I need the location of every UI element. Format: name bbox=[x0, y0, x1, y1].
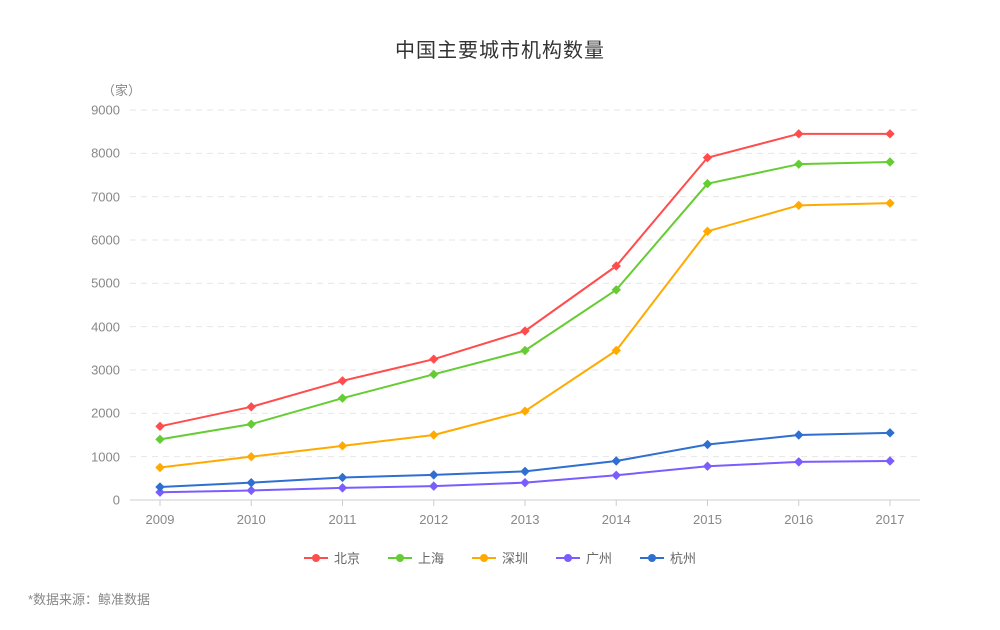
x-tick-label: 2010 bbox=[237, 500, 266, 527]
series-marker-beijing bbox=[795, 130, 803, 138]
y-tick-label: 9000 bbox=[91, 103, 130, 118]
legend-label: 上海 bbox=[418, 548, 444, 567]
series-marker-hangzhou bbox=[430, 471, 438, 479]
series-marker-hangzhou bbox=[886, 429, 894, 437]
series-marker-shenzhen bbox=[795, 201, 803, 209]
y-tick-label: 1000 bbox=[91, 449, 130, 464]
x-tick-label: 2016 bbox=[784, 500, 813, 527]
series-marker-guangzhou bbox=[430, 482, 438, 490]
series-marker-shenzhen bbox=[430, 431, 438, 439]
legend-label: 广州 bbox=[586, 548, 612, 567]
y-tick-label: 8000 bbox=[91, 146, 130, 161]
series-marker-hangzhou bbox=[612, 457, 620, 465]
series-marker-beijing bbox=[156, 422, 164, 430]
series-marker-guangzhou bbox=[704, 462, 712, 470]
series-line-shanghai bbox=[160, 162, 890, 439]
legend-swatch-icon bbox=[640, 553, 664, 563]
y-tick-label: 4000 bbox=[91, 319, 130, 334]
y-tick-label: 3000 bbox=[91, 363, 130, 378]
series-marker-shanghai bbox=[886, 158, 894, 166]
series-marker-beijing bbox=[430, 355, 438, 363]
legend-swatch-icon bbox=[304, 553, 328, 563]
x-tick-label: 2017 bbox=[876, 500, 905, 527]
series-marker-shanghai bbox=[430, 370, 438, 378]
series-marker-beijing bbox=[886, 130, 894, 138]
y-tick-label: 7000 bbox=[91, 189, 130, 204]
x-tick-label: 2012 bbox=[419, 500, 448, 527]
legend-swatch-icon bbox=[472, 553, 496, 563]
series-line-beijing bbox=[160, 134, 890, 427]
series-marker-shanghai bbox=[156, 435, 164, 443]
series-marker-hangzhou bbox=[247, 479, 255, 487]
x-tick-label: 2011 bbox=[329, 500, 357, 527]
y-tick-label: 5000 bbox=[91, 276, 130, 291]
series-marker-shenzhen bbox=[247, 453, 255, 461]
legend-item-guangzhou: 广州 bbox=[556, 548, 612, 567]
series-marker-guangzhou bbox=[247, 486, 255, 494]
legend-swatch-icon bbox=[556, 553, 580, 563]
series-marker-hangzhou bbox=[704, 441, 712, 449]
series-marker-shanghai bbox=[339, 394, 347, 402]
x-tick-label: 2014 bbox=[602, 500, 631, 527]
data-source-footnote: *数据来源：鲸准数据 bbox=[28, 589, 150, 608]
series-marker-shenzhen bbox=[886, 199, 894, 207]
legend-label: 北京 bbox=[334, 548, 360, 567]
series-marker-guangzhou bbox=[886, 457, 894, 465]
series-marker-shenzhen bbox=[156, 464, 164, 472]
series-marker-shanghai bbox=[247, 420, 255, 428]
y-axis-unit: （家） bbox=[102, 80, 141, 99]
legend-item-beijing: 北京 bbox=[304, 548, 360, 567]
y-tick-label: 0 bbox=[113, 493, 130, 508]
y-tick-label: 6000 bbox=[91, 233, 130, 248]
legend-item-hangzhou: 杭州 bbox=[640, 548, 696, 567]
legend-label: 杭州 bbox=[670, 548, 696, 567]
series-marker-beijing bbox=[247, 403, 255, 411]
series-line-guangzhou bbox=[160, 461, 890, 492]
legend-swatch-icon bbox=[388, 553, 412, 563]
series-marker-guangzhou bbox=[612, 471, 620, 479]
legend: 北京 上海 深圳 广州 杭州 bbox=[0, 548, 1000, 567]
legend-item-shenzhen: 深圳 bbox=[472, 548, 528, 567]
chart-container: 中国主要城市机构数量 （家） 0100020003000400050006000… bbox=[0, 0, 1000, 630]
series-marker-shanghai bbox=[795, 160, 803, 168]
chart-title: 中国主要城市机构数量 bbox=[0, 34, 1000, 63]
series-marker-guangzhou bbox=[521, 479, 529, 487]
chart-svg bbox=[130, 110, 920, 500]
series-marker-hangzhou bbox=[795, 431, 803, 439]
series-marker-hangzhou bbox=[521, 467, 529, 475]
plot-area: 0100020003000400050006000700080009000200… bbox=[130, 110, 920, 500]
legend-item-shanghai: 上海 bbox=[388, 548, 444, 567]
series-marker-guangzhou bbox=[795, 458, 803, 466]
y-tick-label: 2000 bbox=[91, 406, 130, 421]
series-marker-beijing bbox=[339, 377, 347, 385]
legend-label: 深圳 bbox=[502, 548, 528, 567]
series-marker-shenzhen bbox=[339, 442, 347, 450]
series-marker-hangzhou bbox=[156, 483, 164, 491]
x-tick-label: 2013 bbox=[511, 500, 540, 527]
x-tick-label: 2009 bbox=[146, 500, 175, 527]
series-marker-hangzhou bbox=[339, 473, 347, 481]
series-marker-guangzhou bbox=[339, 484, 347, 492]
x-tick-label: 2015 bbox=[693, 500, 722, 527]
